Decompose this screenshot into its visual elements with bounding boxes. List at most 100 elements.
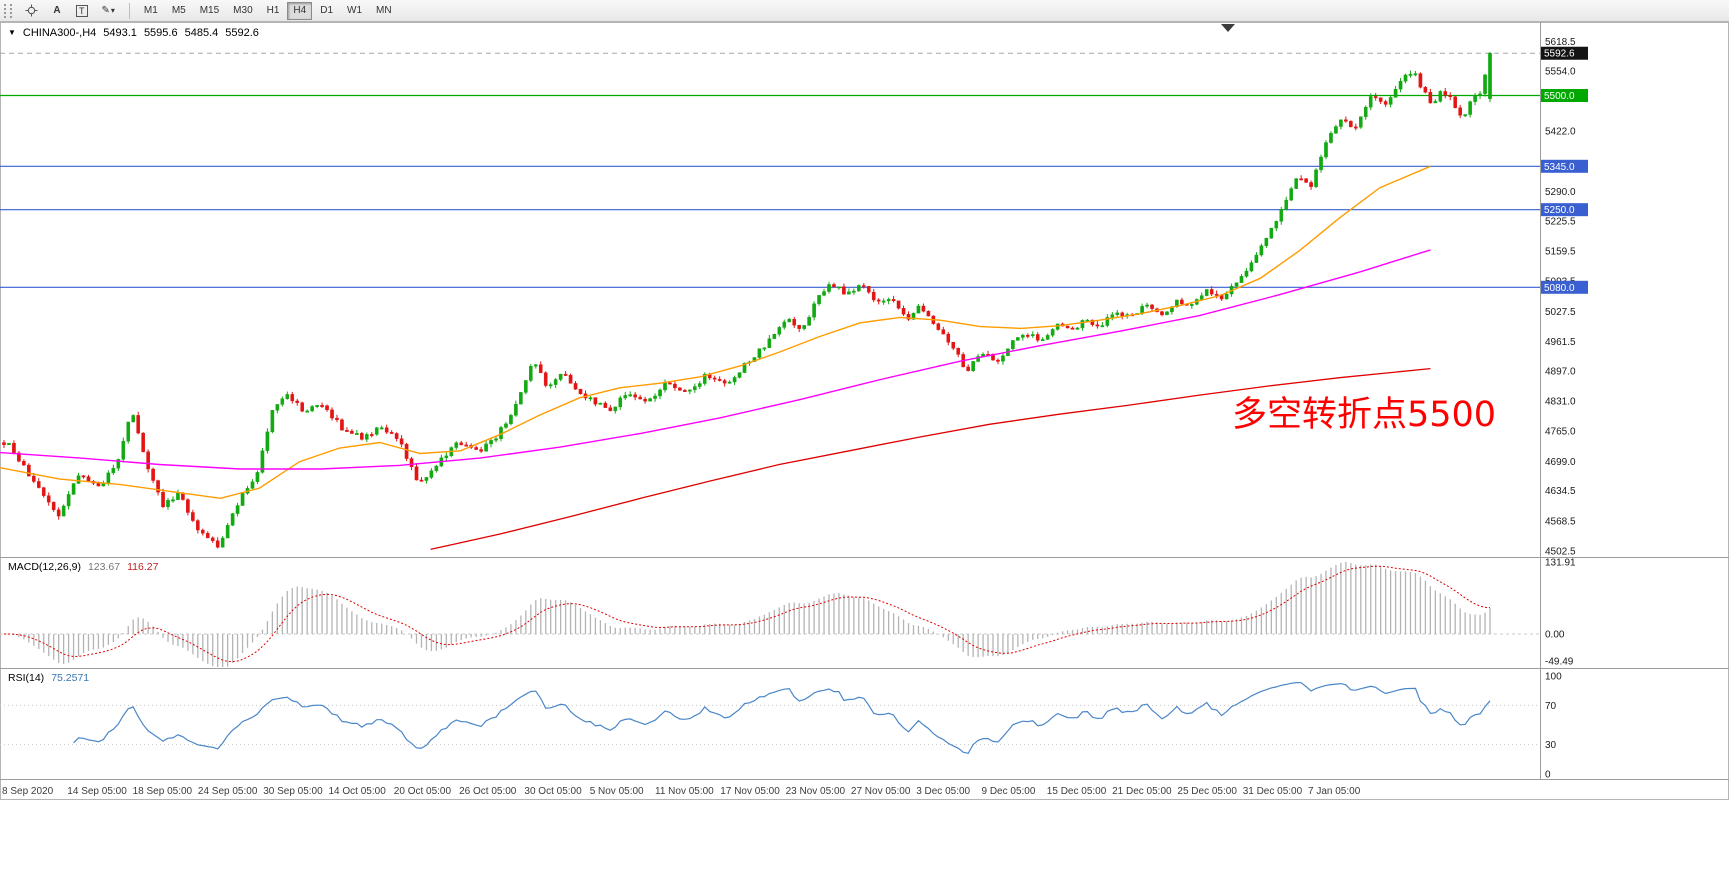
svg-text:30 Sep 05:00: 30 Sep 05:00 — [263, 786, 323, 797]
ma-mid-magenta — [0, 249, 1431, 470]
svg-text:5592.6: 5592.6 — [1544, 49, 1575, 60]
svg-text:31 Dec 05:00: 31 Dec 05:00 — [1243, 786, 1303, 797]
svg-text:5027.5: 5027.5 — [1545, 307, 1576, 318]
timeframe-button-m30[interactable]: M30 — [227, 2, 258, 20]
svg-text:8 Sep 2020: 8 Sep 2020 — [2, 786, 54, 797]
price-axis: 5618.55554.05422.05290.05225.55159.55093… — [1541, 37, 1588, 557]
svg-text:4897.0: 4897.0 — [1545, 366, 1576, 377]
timeframe-button-h1[interactable]: H1 — [261, 2, 286, 20]
svg-text:5 Nov 05:00: 5 Nov 05:00 — [590, 786, 644, 797]
svg-text:30 Oct 05:00: 30 Oct 05:00 — [524, 786, 582, 797]
svg-text:24 Sep 05:00: 24 Sep 05:00 — [198, 786, 258, 797]
symbol-period-label: CHINA300-,H4 — [22, 27, 97, 39]
svg-text:0: 0 — [1545, 770, 1551, 781]
crosshair-icon — [25, 4, 38, 17]
svg-text:5159.5: 5159.5 — [1545, 246, 1576, 257]
svg-text:20 Oct 05:00: 20 Oct 05:00 — [394, 786, 452, 797]
rsi-line — [73, 681, 1491, 754]
pencil-icon: ✎ — [101, 5, 110, 16]
svg-text:30: 30 — [1545, 740, 1557, 751]
svg-text:4765.0: 4765.0 — [1545, 427, 1576, 438]
timeframe-button-m1[interactable]: M1 — [138, 2, 164, 20]
svg-text:4634.5: 4634.5 — [1545, 486, 1576, 497]
timeframe-button-m15[interactable]: M15 — [194, 2, 225, 20]
svg-text:5554.0: 5554.0 — [1545, 66, 1576, 77]
rsi-label: RSI(14) — [8, 672, 45, 684]
svg-text:4831.0: 4831.0 — [1545, 396, 1576, 407]
svg-text:5422.0: 5422.0 — [1545, 127, 1576, 138]
svg-text:23 Nov 05:00: 23 Nov 05:00 — [786, 786, 846, 797]
svg-text:11 Nov 05:00: 11 Nov 05:00 — [655, 786, 714, 797]
svg-text:14 Sep 05:00: 14 Sep 05:00 — [67, 786, 127, 797]
svg-text:9 Dec 05:00: 9 Dec 05:00 — [982, 786, 1036, 797]
chevron-down-icon: ▾ — [110, 6, 115, 15]
svg-text:5225.5: 5225.5 — [1545, 216, 1576, 227]
horizontal-level-lines[interactable] — [0, 52, 1540, 288]
svg-text:7 Jan 05:00: 7 Jan 05:00 — [1308, 786, 1361, 797]
top-toolbar: A T ✎ ▾ M1 M5 M15 M30 H1 H4 D1 W1 MN — [0, 0, 1729, 22]
timeframe-button-mn[interactable]: MN — [370, 2, 398, 20]
ma-fast-orange — [0, 165, 1431, 500]
svg-text:5345.0: 5345.0 — [1544, 162, 1575, 173]
rsi-value: 75.2571 — [51, 672, 90, 684]
macd-label: MACD(12,26,9) — [8, 561, 81, 573]
low-value: 5485.4 — [184, 27, 219, 39]
macd-main-value: 123.67 — [87, 561, 121, 573]
ma-slow-red — [430, 367, 1431, 551]
svg-text:-49.49: -49.49 — [1545, 657, 1574, 668]
svg-text:5080.0: 5080.0 — [1544, 283, 1575, 294]
svg-text:15 Dec 05:00: 15 Dec 05:00 — [1047, 786, 1107, 797]
text-label-tool-button[interactable]: A — [46, 2, 68, 20]
crosshair-tool-button[interactable] — [19, 2, 44, 20]
timeframe-button-w1[interactable]: W1 — [341, 2, 368, 20]
macd-signal-line — [4, 565, 1491, 663]
svg-text:5290.0: 5290.0 — [1545, 187, 1576, 198]
svg-text:26 Oct 05:00: 26 Oct 05:00 — [459, 786, 517, 797]
boxed-t-icon: T — [76, 4, 88, 17]
svg-text:5618.5: 5618.5 — [1545, 37, 1576, 48]
rsi-axis: 100 70 30 0 — [1545, 672, 1562, 781]
svg-text:5500.0: 5500.0 — [1544, 91, 1575, 102]
time-axis: 8 Sep 2020 14 Sep 05:00 18 Sep 05:00 24 Sep… — [2, 786, 1361, 797]
moving-averages-layer — [0, 165, 1431, 551]
chart-ohlc-header: ▼ CHINA300-,H4 5493.1 5595.6 5485.4 5592.6 — [8, 27, 266, 39]
svg-text:4568.5: 4568.5 — [1545, 516, 1576, 527]
chart-annotation-text[interactable]: 多空转折点5500 — [1232, 395, 1497, 435]
svg-text:0.00: 0.00 — [1545, 630, 1565, 641]
high-value: 5595.6 — [143, 27, 178, 39]
svg-text:4961.5: 4961.5 — [1545, 337, 1576, 348]
svg-text:18 Sep 05:00: 18 Sep 05:00 — [133, 786, 193, 797]
toolbar-separator — [128, 2, 130, 19]
timeframe-group: M1 M5 M15 M30 H1 H4 D1 W1 MN — [138, 1, 398, 20]
chart-shift-marker-icon — [1221, 24, 1235, 32]
macd-signal-value: 116.27 — [127, 561, 159, 573]
collapse-arrow-icon[interactable]: ▼ — [8, 28, 16, 37]
svg-text:17 Nov 05:00: 17 Nov 05:00 — [720, 786, 780, 797]
svg-text:131.91: 131.91 — [1545, 558, 1576, 569]
svg-text:25 Dec 05:00: 25 Dec 05:00 — [1177, 786, 1237, 797]
macd-header: MACD(12,26,9) 123.67 116.27 — [8, 561, 165, 573]
macd-axis: 131.91 0.00 -49.49 — [1545, 558, 1576, 668]
timeframe-button-d1[interactable]: D1 — [314, 2, 339, 20]
svg-text:14 Oct 05:00: 14 Oct 05:00 — [329, 786, 387, 797]
text-box-tool-button[interactable]: T — [70, 2, 94, 20]
close-value: 5592.6 — [225, 27, 259, 39]
candles-layer — [2, 51, 1492, 549]
rsi-header: RSI(14) 75.2571 — [8, 672, 96, 684]
timeframe-button-h4[interactable]: H4 — [287, 1, 313, 20]
rsi-panel — [0, 681, 1540, 754]
macd-panel — [0, 562, 1540, 667]
letter-a-icon: A — [53, 5, 61, 16]
svg-text:100: 100 — [1545, 672, 1562, 683]
svg-text:21 Dec 05:00: 21 Dec 05:00 — [1112, 786, 1172, 797]
draw-tools-button[interactable]: ✎ ▾ — [96, 2, 121, 20]
svg-text:5250.0: 5250.0 — [1544, 205, 1575, 216]
timeframe-button-m5[interactable]: M5 — [166, 2, 192, 20]
svg-text:4699.0: 4699.0 — [1545, 457, 1576, 468]
svg-text:3 Dec 05:00: 3 Dec 05:00 — [916, 786, 970, 797]
toolbar-grip[interactable] — [4, 3, 12, 18]
svg-text:70: 70 — [1545, 701, 1557, 712]
open-value: 5493.1 — [103, 27, 137, 39]
svg-text:4502.5: 4502.5 — [1545, 546, 1576, 557]
